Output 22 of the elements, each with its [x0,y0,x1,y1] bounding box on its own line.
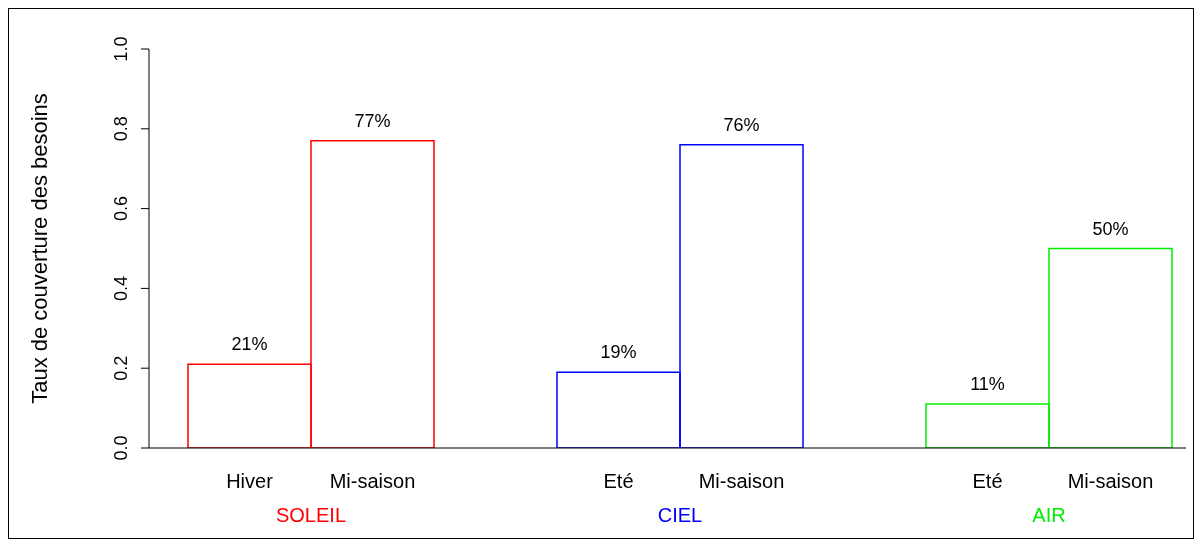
text: AIR [1031,504,1067,527]
y-tick-label: 0.2 [111,355,131,381]
y-tick-label: 1.0 [111,36,131,62]
text: CIEL [656,504,704,527]
data-label: 19% [600,342,637,363]
y-tick-label: 0.4 [111,275,131,301]
x-tick-label: Mi-saison [698,470,785,493]
x-tick-label: Mi-saison [1067,470,1154,493]
x-tick-label: Eté [972,470,1003,493]
x-tick-label: Hiver [226,470,274,493]
x-tick-label: Eté [603,470,634,493]
data-label: 76% [723,114,760,135]
data-label: 11% [970,374,1005,395]
data-label: 77% [354,110,391,131]
y-tick-label: 0.0 [111,435,131,461]
data-label: 21% [231,334,268,355]
y-tick-label: 0.6 [111,196,131,222]
x-tick-label: Mi-saison [329,470,416,493]
text: SOLEIL [274,504,347,527]
y-tick-label: 0.8 [111,116,131,142]
data-label: 50% [1092,218,1129,239]
y-axis-title: Taux de couverture des besoins [26,93,52,404]
